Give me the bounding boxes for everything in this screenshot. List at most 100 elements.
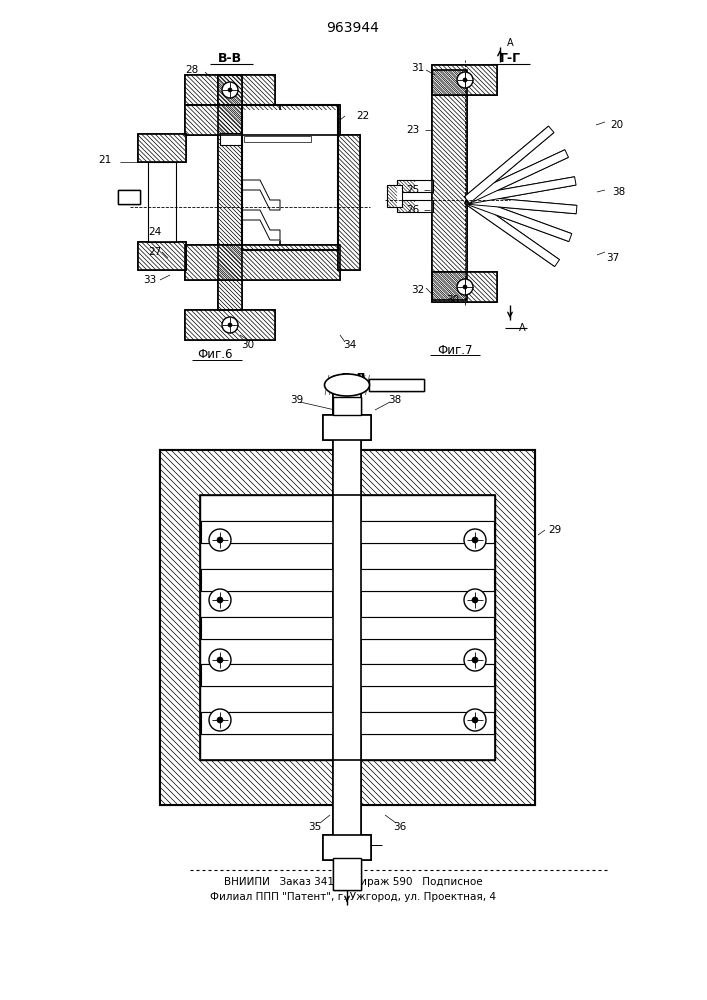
Bar bbox=[387, 185, 402, 207]
Polygon shape bbox=[242, 180, 280, 210]
Bar bbox=[432, 272, 497, 302]
Polygon shape bbox=[464, 126, 554, 203]
Circle shape bbox=[472, 657, 478, 663]
Bar bbox=[220, 133, 335, 145]
Bar bbox=[201, 664, 494, 686]
Bar bbox=[338, 135, 360, 270]
Bar bbox=[152, 164, 172, 240]
Circle shape bbox=[463, 78, 467, 82]
Bar bbox=[185, 105, 340, 135]
Bar bbox=[118, 190, 140, 204]
Bar bbox=[333, 397, 361, 415]
Bar bbox=[432, 65, 497, 95]
Bar bbox=[338, 135, 360, 270]
Bar bbox=[185, 75, 275, 105]
Bar bbox=[397, 200, 433, 212]
Polygon shape bbox=[464, 197, 559, 267]
Text: 23: 23 bbox=[407, 125, 420, 135]
Bar bbox=[432, 272, 497, 302]
Text: 21: 21 bbox=[98, 155, 112, 165]
Bar bbox=[432, 65, 497, 95]
Bar bbox=[148, 162, 176, 242]
Bar bbox=[323, 835, 371, 860]
Bar bbox=[201, 521, 494, 543]
Bar bbox=[185, 310, 275, 340]
Bar bbox=[333, 385, 361, 860]
Circle shape bbox=[457, 72, 473, 88]
Bar bbox=[397, 180, 433, 192]
Bar bbox=[333, 858, 361, 890]
Bar bbox=[201, 616, 494, 639]
Bar bbox=[138, 242, 186, 270]
Bar bbox=[432, 272, 497, 302]
Bar bbox=[369, 379, 424, 391]
Bar bbox=[138, 242, 186, 270]
Bar bbox=[369, 379, 424, 391]
Circle shape bbox=[463, 285, 467, 289]
Text: 37: 37 bbox=[606, 253, 619, 263]
Text: 28: 28 bbox=[185, 65, 199, 75]
Bar bbox=[432, 65, 497, 95]
Text: A: A bbox=[519, 323, 525, 333]
Bar bbox=[338, 135, 360, 270]
Bar bbox=[397, 180, 415, 192]
Bar bbox=[244, 136, 311, 142]
Bar bbox=[201, 712, 494, 734]
Circle shape bbox=[209, 709, 231, 731]
Text: 26: 26 bbox=[407, 205, 420, 215]
Bar bbox=[185, 245, 340, 280]
Bar bbox=[201, 664, 494, 686]
Text: 27: 27 bbox=[148, 247, 162, 257]
Bar bbox=[118, 190, 140, 204]
Circle shape bbox=[228, 88, 232, 92]
Circle shape bbox=[457, 279, 473, 295]
Circle shape bbox=[472, 537, 478, 543]
Ellipse shape bbox=[325, 374, 370, 396]
Text: 20: 20 bbox=[610, 120, 623, 130]
Bar bbox=[138, 134, 186, 162]
Text: 24: 24 bbox=[148, 227, 162, 237]
Text: Фиг.7: Фиг.7 bbox=[437, 344, 473, 357]
Circle shape bbox=[464, 529, 486, 551]
Bar bbox=[397, 200, 415, 212]
Circle shape bbox=[209, 529, 231, 551]
Circle shape bbox=[209, 589, 231, 611]
Text: 30: 30 bbox=[446, 295, 460, 305]
Text: 36: 36 bbox=[393, 822, 407, 832]
Polygon shape bbox=[466, 196, 572, 242]
Text: 34: 34 bbox=[344, 340, 356, 350]
Bar bbox=[218, 75, 242, 310]
Circle shape bbox=[228, 323, 232, 327]
Bar bbox=[218, 75, 242, 310]
Bar bbox=[185, 245, 340, 280]
Bar bbox=[201, 521, 494, 543]
Bar bbox=[201, 569, 494, 591]
Bar bbox=[201, 521, 494, 543]
Text: 30: 30 bbox=[241, 340, 255, 350]
Bar bbox=[432, 70, 467, 300]
Circle shape bbox=[217, 537, 223, 543]
Text: 25: 25 bbox=[407, 185, 420, 195]
Bar bbox=[280, 105, 338, 250]
Circle shape bbox=[464, 709, 486, 731]
Bar bbox=[160, 450, 535, 805]
Bar bbox=[333, 858, 361, 890]
Bar bbox=[333, 397, 361, 415]
Bar bbox=[323, 415, 371, 440]
Bar bbox=[323, 835, 371, 860]
Polygon shape bbox=[465, 150, 568, 204]
Bar bbox=[185, 310, 275, 340]
Bar bbox=[242, 105, 338, 250]
Bar bbox=[201, 712, 494, 734]
Bar bbox=[218, 75, 242, 310]
Bar bbox=[369, 379, 424, 391]
Text: 22: 22 bbox=[356, 111, 369, 121]
Bar bbox=[323, 415, 371, 440]
Bar bbox=[333, 385, 361, 860]
Bar bbox=[185, 245, 340, 280]
Polygon shape bbox=[467, 196, 577, 214]
Text: ВНИИПИ   Заказ 341/6   Тираж 590   Подписное: ВНИИПИ Заказ 341/6 Тираж 590 Подписное bbox=[223, 877, 482, 887]
Bar bbox=[160, 450, 535, 805]
Text: 29: 29 bbox=[548, 525, 561, 535]
Bar bbox=[138, 134, 186, 162]
